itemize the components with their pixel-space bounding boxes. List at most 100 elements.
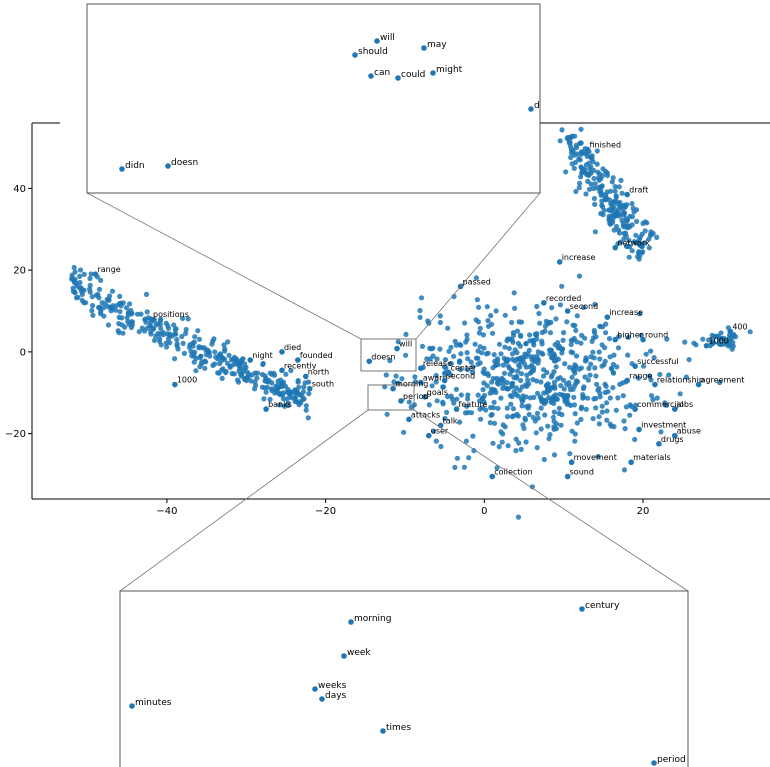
scatter-point	[504, 338, 510, 344]
scatter-point	[484, 383, 490, 389]
point-label: release	[423, 359, 452, 368]
point-label: will	[399, 340, 412, 349]
scatter-point	[477, 325, 483, 331]
scatter-point	[591, 396, 597, 402]
scatter-point	[619, 217, 625, 223]
scatter-point	[620, 393, 626, 399]
scatter-point	[623, 230, 629, 236]
labeled-point	[612, 244, 619, 251]
scatter-point	[647, 232, 654, 238]
scatter-point	[484, 304, 490, 310]
scatter-point	[428, 346, 434, 352]
scatter-point	[465, 396, 471, 402]
scatter-point	[591, 327, 597, 334]
inset-point	[352, 52, 358, 58]
labeled-point	[418, 365, 424, 372]
labeled-point	[612, 336, 619, 343]
point-label: materials	[633, 453, 671, 462]
scatter-point	[625, 334, 632, 340]
scatter-point	[605, 389, 611, 395]
scatter-point	[498, 429, 504, 435]
point-label: recently	[284, 361, 317, 370]
scatter-point	[448, 393, 454, 399]
scatter-point	[387, 358, 393, 364]
scatter-point	[594, 381, 600, 387]
scatter-point	[445, 325, 451, 331]
labeled-point	[306, 385, 313, 392]
scatter-point	[264, 377, 270, 383]
scatter-point	[598, 211, 604, 217]
scatter-point	[618, 177, 624, 183]
scatter-point	[515, 514, 522, 520]
scatter-point	[572, 370, 578, 376]
scatter-point	[192, 334, 198, 340]
scatter-point	[527, 395, 534, 401]
scatter-point	[593, 373, 599, 379]
scatter-point	[577, 157, 583, 163]
scatter-point	[547, 351, 553, 357]
scatter-point	[600, 204, 606, 210]
scatter-point	[693, 342, 699, 348]
scatter-point	[147, 323, 153, 329]
scatter-point	[444, 409, 450, 415]
scatter-point	[578, 365, 585, 371]
scatter-point	[181, 350, 187, 356]
scatter-point	[456, 358, 463, 364]
inset-point-label: minutes	[135, 698, 172, 708]
labeled-point	[366, 358, 373, 365]
scatter-point	[87, 275, 93, 282]
scatter-point	[519, 403, 525, 409]
scatter-point	[395, 339, 401, 345]
scatter-point	[96, 304, 102, 311]
scatter-point	[166, 333, 172, 339]
scatter-point	[634, 218, 640, 225]
scatter-point	[567, 140, 573, 146]
scatter-point	[252, 370, 258, 376]
scatter-point	[72, 290, 78, 296]
scatter-point	[452, 338, 458, 344]
scatter-point	[581, 384, 587, 390]
labeled-point	[604, 314, 611, 320]
scatter-point	[578, 149, 585, 155]
scatter-point	[174, 337, 180, 343]
scatter-point	[666, 372, 672, 378]
scatter-point	[650, 397, 656, 403]
scatter-point	[267, 396, 273, 402]
scatter-point	[96, 286, 103, 292]
scatter-point	[547, 432, 553, 438]
scatter-point	[639, 241, 646, 248]
scatter-point	[81, 271, 87, 277]
scatter-point	[559, 127, 565, 133]
scatter-point	[651, 355, 657, 361]
scatter-point	[587, 372, 593, 378]
labeled-point	[568, 459, 575, 466]
scatter-point	[599, 363, 605, 369]
scatter-point	[225, 339, 231, 345]
y-tick-label: 20	[13, 266, 26, 277]
scatter-point	[193, 368, 199, 374]
scatter-point	[524, 383, 530, 389]
scatter-point	[119, 322, 125, 328]
scatter-point	[533, 430, 539, 436]
scatter-point	[615, 206, 621, 212]
scatter-point	[195, 328, 201, 334]
scatter-point	[511, 389, 517, 395]
scatter-point	[191, 339, 197, 345]
y-tick-label: −20	[5, 429, 26, 440]
point-label: morning	[395, 380, 428, 389]
scatter-point	[236, 362, 242, 368]
point-label: draft	[629, 186, 648, 195]
scatter-point	[115, 328, 121, 334]
scatter-point	[622, 224, 628, 230]
scatter-point	[510, 332, 517, 338]
scatter-point	[581, 304, 587, 310]
scatter-point	[514, 350, 520, 356]
zoom-box-time	[367, 384, 415, 411]
scatter-point	[72, 269, 78, 275]
scatter-point	[565, 393, 571, 399]
scatter-point	[222, 346, 228, 352]
point-label: commercial	[637, 400, 684, 409]
scatter-point	[603, 383, 609, 389]
scatter-point	[545, 423, 551, 429]
scatter-point	[485, 350, 491, 356]
